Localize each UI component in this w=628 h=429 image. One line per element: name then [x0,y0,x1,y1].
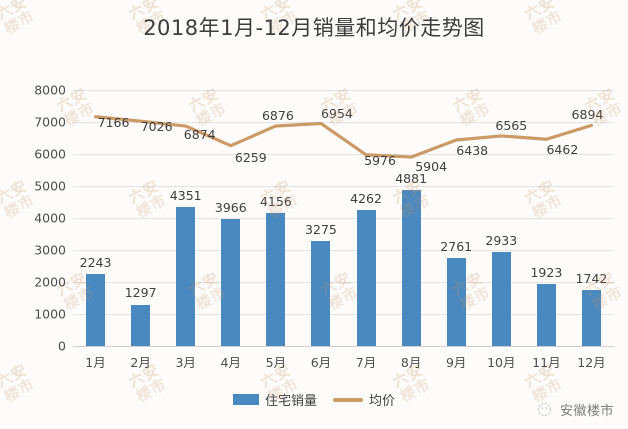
legend-label-avg-price: 均价 [369,394,396,409]
legend-bar-swatch-icon [232,394,259,405]
line-value-label: 7166 [97,114,130,130]
bar-8月[interactable] [401,189,421,346]
x-axis-tick: 5月 [265,355,287,370]
x-axis-tick: 2月 [130,355,151,370]
gridline [73,282,614,283]
gridline [73,122,614,123]
line-value-label: 6462 [546,142,579,158]
bar-value-label: 2243 [79,255,112,271]
bar-value-label: 4881 [395,170,428,186]
gridline [73,250,614,251]
gridline [73,154,614,155]
line-value-label: 6438 [456,142,489,158]
y-axis-tick: 0 [58,338,66,354]
line-value-label: 7026 [140,119,173,135]
bar-value-label: 3966 [214,200,247,216]
x-axis-tick: 4月 [220,355,242,370]
bar-value-label: 1742 [575,271,608,287]
y-axis-tick: 2000 [34,274,66,290]
legend-line-swatch-icon [333,397,363,402]
line-value-label: 6894 [571,107,604,123]
bar-6月[interactable] [311,241,331,346]
legend-label-sales: 住宅销量 [264,394,317,409]
brand-name: 安徽楼市 [559,404,614,419]
plot-area: 2243 1297 4351 3966 4156 3275 4262 4881 2761 2933… [73,90,614,347]
gridline [73,218,614,219]
line-value-label: 6259 [234,149,267,165]
bar-2月[interactable] [131,304,151,346]
x-axis-tick: 6月 [310,355,332,370]
bar-value-label: 3275 [305,222,337,238]
legend-item-sales[interactable]: 住宅销量 [232,390,317,409]
circle-logo-icon [537,402,552,417]
bar-value-label: 4262 [350,190,382,206]
bar-value-label: 1923 [530,265,563,281]
bar-value-label: 2761 [440,238,473,254]
brand-footer: 安徽楼市 [536,400,614,419]
bar-5月[interactable] [266,213,286,346]
bar-1月[interactable] [86,274,106,346]
bar-4月[interactable] [221,219,241,346]
legend-item-avg-price[interactable]: 均价 [333,390,395,409]
x-axis-tick: 10月 [487,355,516,370]
x-axis-tick: 1月 [85,355,106,370]
line-value-label: 6565 [495,117,528,133]
x-axis-tick: 11月 [532,355,561,370]
x-axis-tick: 7月 [355,355,377,370]
line-value-label: 5976 [364,152,396,168]
y-axis-tick: 8000 [34,82,66,98]
bar-value-label: 4156 [259,194,292,209]
line-value-label: 6876 [261,107,294,123]
gridline [73,90,614,91]
x-axis-tick: 3月 [175,355,196,370]
x-axis-tick: 12月 [577,355,606,370]
bar-3月[interactable] [176,206,196,346]
x-axis-tick: 8月 [400,355,422,370]
gridline [73,186,614,187]
bar-11月[interactable] [536,284,556,346]
line-value-label: 5904 [415,159,448,175]
line-value-label: 6954 [321,106,353,122]
line-value-label: 6874 [183,127,216,143]
y-axis-tick: 1000 [34,306,66,322]
gridline [73,346,614,347]
gridline [73,314,614,315]
y-axis-tick: 4000 [34,210,66,226]
chart-title: 2018年1月-12月销量和均价走势图 [143,16,485,40]
bar-7月[interactable] [356,209,376,346]
y-axis-tick: 6000 [34,146,66,162]
price-line-series [93,115,594,159]
y-axis-tick: 5000 [34,178,66,194]
bar-9月[interactable] [446,257,466,346]
bar-10月[interactable] [491,252,511,346]
y-axis-tick: 7000 [34,114,66,130]
bar-value-label: 4351 [169,187,202,203]
bar-value-label: 1297 [124,285,157,301]
x-axis-labels: 1月 2月 3月 4月 5月 6月 7月 8月 9月 10月 11月 12月 [73,352,614,374]
bar-12月[interactable] [581,290,601,346]
x-axis-tick: 9月 [445,355,467,370]
bar-value-label: 2933 [485,233,518,249]
y-axis-tick: 3000 [34,242,66,258]
chart-legend: 住宅销量 均价 [0,390,628,409]
y-axis-labels: 8000 7000 6000 5000 4000 3000 2000 1000 0 [18,83,66,354]
